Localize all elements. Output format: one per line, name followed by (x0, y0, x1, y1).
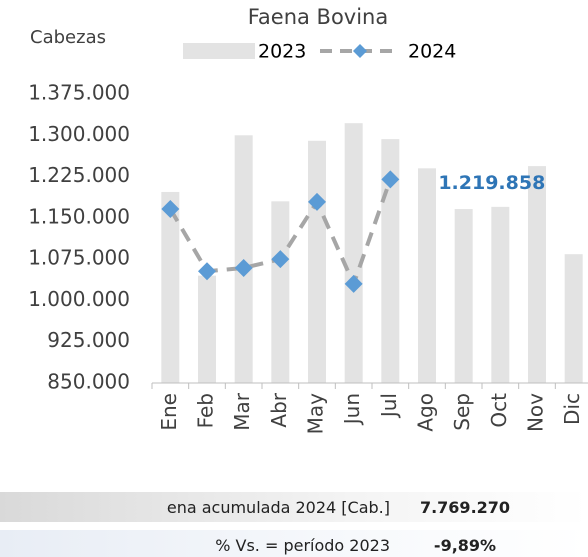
x-tick-label: Nov (524, 393, 548, 432)
bar (161, 191, 180, 383)
bar (491, 206, 510, 383)
marker (234, 258, 253, 277)
marker (308, 192, 326, 211)
marker (198, 262, 216, 281)
y-tick-label: 1.375.000 (28, 81, 130, 105)
bar (198, 275, 216, 383)
summary-row: % Vs. = período 2023 -9,89% (0, 530, 588, 557)
marker (381, 170, 400, 189)
bar (308, 140, 326, 383)
y-tick-label: 1.000.000 (28, 287, 130, 311)
legend-label: 2024 (408, 41, 456, 63)
y-tick-label: 1.075.000 (28, 246, 130, 270)
bar (271, 201, 290, 383)
legend-swatch (183, 43, 255, 59)
x-tick-label: Mar (230, 392, 254, 431)
y-tick-label: 1.150.000 (28, 204, 130, 228)
summary-value: 7.769.270 (419, 497, 511, 517)
y-axis-label: Cabezas (30, 27, 106, 48)
y-tick-label: 850.000 (47, 370, 130, 394)
bar (564, 254, 583, 383)
x-tick-label: Oct (487, 393, 511, 428)
bar (418, 168, 436, 383)
bar (528, 166, 546, 383)
bar (454, 209, 473, 383)
data-label: 1.219.858 (438, 172, 545, 194)
summary-row: ena acumulada 2024 [Cab.] 7.769.270 (0, 492, 588, 522)
legend-marker (353, 44, 367, 58)
x-tick-label: Feb (194, 393, 218, 428)
marker (161, 200, 180, 219)
x-tick-label: Abr (267, 392, 291, 427)
x-tick-label: Jun (340, 393, 364, 426)
y-tick-label: 1.225.000 (28, 163, 130, 187)
bar (381, 139, 400, 383)
chart-title: Faena Bovina (248, 5, 389, 29)
x-tick-label: Dic (560, 393, 584, 425)
marker (344, 274, 363, 293)
summary-label: % Vs. = período 2023 (215, 535, 390, 555)
legend-label: 2023 (258, 41, 306, 63)
x-tick-label: Ago (414, 393, 438, 432)
marker (271, 250, 290, 269)
y-tick-label: 1.300.000 (28, 122, 130, 146)
x-tick-label: May (304, 393, 328, 435)
x-tick-label: Sep (450, 393, 474, 431)
y-tick-label: 925.000 (47, 328, 130, 352)
summary-value: -9,89% (433, 535, 497, 555)
summary-label: ena acumulada 2024 [Cab.] (166, 497, 390, 517)
x-tick-label: Ene (157, 393, 181, 431)
chart: Faena Bovina Cabezas 850.000 925.000 1.000… (28, 5, 588, 435)
bar (344, 123, 363, 384)
x-tick-label: Jul (377, 393, 401, 419)
